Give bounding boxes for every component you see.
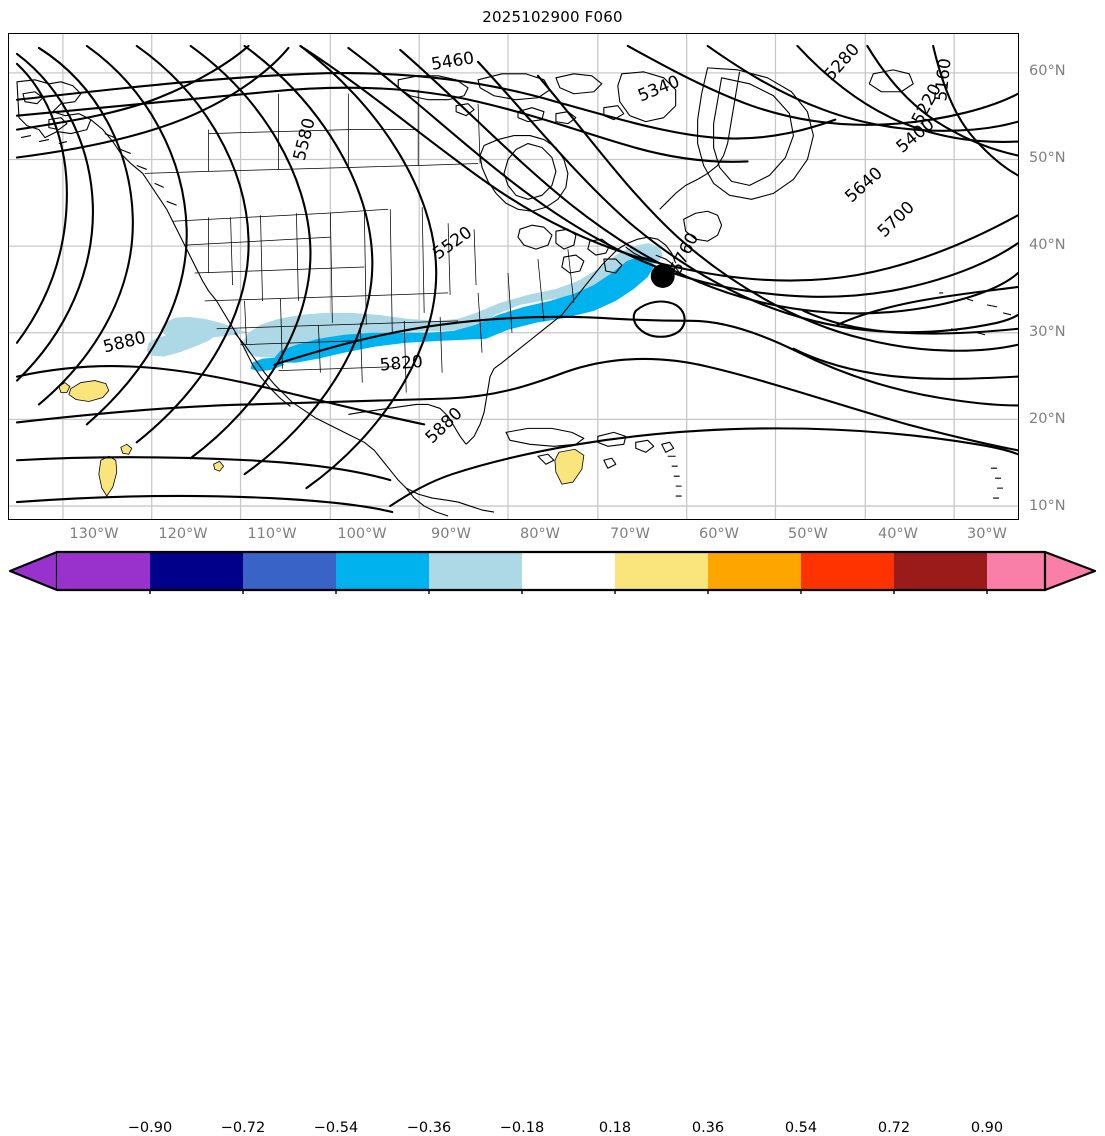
anomaly-colorbar: −0.90 −0.72 −0.54 −0.36 −0.18 0.18 0.36 … [0,548,1105,1136]
contour-label: 5520 [429,222,476,263]
contour-label: 5580 [289,116,319,163]
colorbar-tick-4: −0.18 [499,1120,545,1136]
contour-label-lower: 5880 [421,403,466,447]
coastlines [16,67,1012,517]
lon-label-90w: 90°W [430,526,472,542]
lat-label-10n: 10°N [1029,498,1066,514]
colorbar-seg-9 [894,552,987,590]
colorbar-tick-1: −0.72 [220,1120,266,1136]
contour-label: 5820 [379,351,424,375]
lat-label-50n: 50°N [1029,150,1066,166]
lon-label-80w: 80°W [519,526,561,542]
contour-label: 5880 [101,327,148,357]
shaded-region-pos018-a [68,380,110,402]
lat-label-20n: 20°N [1029,411,1066,427]
shaded-region-pos018-b [58,382,71,393]
lon-label-130w: 130°W [69,526,119,542]
lon-label-110w: 110°W [247,526,297,542]
contour-label: 5280 [819,39,863,84]
lon-label-30w: 30°W [966,526,1008,542]
contour-label: 5640 [841,163,886,207]
height-contours [15,44,1018,514]
colorbar-tick-8: 0.72 [877,1120,911,1136]
cyclone-center-marker [650,264,675,288]
figure-root: 2025102900 F060 [0,8,1105,1136]
colorbar-extend-low [8,550,59,592]
colorbar-seg-7 [708,552,801,590]
shaded-region-neg036 [274,256,654,363]
colorbar-tick-5: 0.18 [598,1120,632,1136]
colorbar-tick-9: 0.90 [970,1120,1004,1136]
shaded-region-pos018-c [98,455,118,497]
lon-label-40w: 40°W [877,526,919,542]
shaded-region-neg018 [242,243,663,358]
colorbar-tick-0: −0.90 [127,1120,173,1136]
colorbar-extend-high [1043,550,1097,592]
contour-label: 5700 [873,197,918,241]
colorbar-canvas [8,550,1097,594]
contour-label: 5160 [930,57,954,102]
lon-label-60w: 60°W [698,526,740,542]
shaded-region-neg036-west [250,357,285,372]
lat-label-40n: 40°N [1029,237,1066,253]
colorbar-seg-4 [429,552,522,590]
colorbar-seg-6 [615,552,708,590]
colorbar-seg-8 [801,552,894,590]
lat-label-60n: 60°N [1029,63,1066,79]
lon-label-50w: 50°W [787,526,829,542]
colorbar-seg-0 [57,552,150,590]
colorbar-tick-6: 0.36 [691,1120,725,1136]
colorbar-seg-3 [336,552,429,590]
colorbar-tick-7: 0.54 [784,1120,818,1136]
shaded-region-pos018-e [554,448,585,485]
anomaly-shading [146,243,663,372]
contour-label: 5460 [430,47,476,73]
lat-label-30n: 30°N [1029,324,1066,340]
colorbar-tick-2: −0.54 [313,1120,359,1136]
map-canvas: 5460 5340 5280 5220 5160 5400 5640 5700 … [9,34,1018,519]
map-gridlines [9,34,1018,519]
colorbar-seg-5 [522,552,615,590]
shaded-region-neg018-tail [146,332,217,357]
shaded-region-pos018-f [213,460,225,472]
lon-label-120w: 120°W [158,526,208,542]
lon-label-70w: 70°W [609,526,651,542]
colorbar-seg-1 [150,552,243,590]
lon-label-100w: 100°W [337,526,387,542]
colorbar-tick-3: −0.36 [406,1120,452,1136]
anomaly-shading-positive [58,380,585,497]
shaded-region-pos018-d [120,443,133,455]
colorbar-seg-10 [987,552,1045,590]
colorbar-seg-2 [243,552,336,590]
chart-title: 2025102900 F060 [482,8,623,26]
map-panel: 5460 5340 5280 5220 5160 5400 5640 5700 … [8,33,1019,520]
